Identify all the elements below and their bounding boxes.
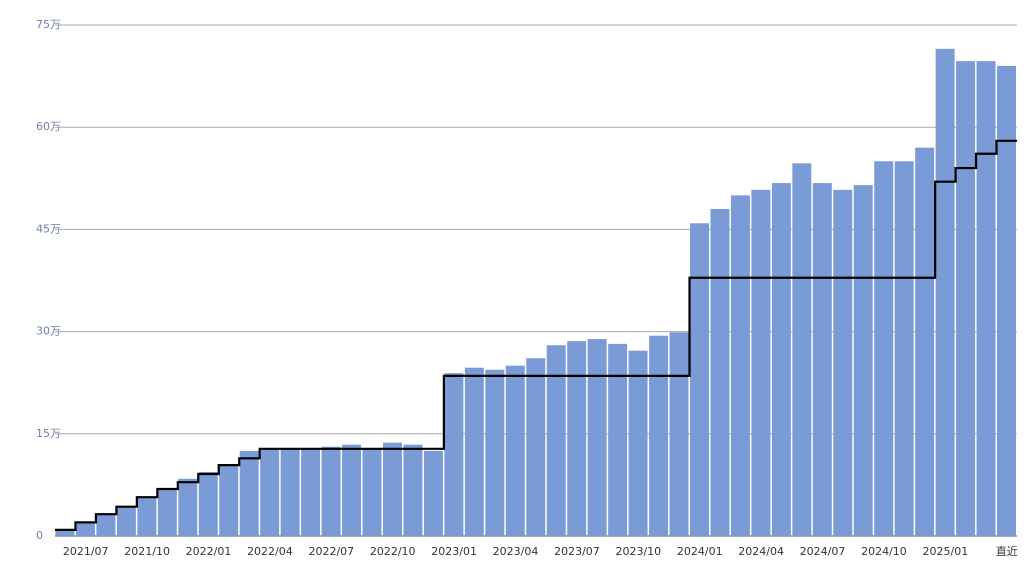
bar bbox=[55, 529, 75, 536]
bar bbox=[260, 448, 280, 536]
x-tick-label: 2023/04 bbox=[493, 545, 539, 558]
bar bbox=[771, 183, 791, 536]
bar bbox=[526, 358, 546, 536]
bar bbox=[628, 350, 648, 536]
bar bbox=[464, 367, 484, 536]
bar bbox=[997, 65, 1016, 536]
y-tick-label: 75万 bbox=[36, 18, 61, 31]
bar bbox=[546, 345, 566, 536]
bar bbox=[649, 335, 669, 536]
y-tick-label: 30万 bbox=[36, 325, 61, 338]
bar bbox=[403, 444, 423, 536]
bar bbox=[751, 189, 771, 536]
bar bbox=[874, 161, 894, 536]
bar bbox=[505, 365, 525, 536]
bar bbox=[75, 522, 95, 536]
bar bbox=[321, 446, 341, 536]
bar bbox=[382, 442, 402, 536]
bar bbox=[915, 147, 935, 536]
bar bbox=[157, 488, 177, 536]
x-tick-label: 2024/04 bbox=[738, 545, 784, 558]
x-tick-label: 直近 bbox=[996, 544, 1018, 558]
bar bbox=[219, 465, 239, 536]
x-tick-label: 2024/10 bbox=[861, 545, 907, 558]
bar bbox=[485, 369, 505, 536]
bar bbox=[96, 514, 116, 536]
bar bbox=[976, 61, 996, 537]
bar bbox=[444, 373, 464, 536]
bar bbox=[198, 471, 218, 536]
y-tick-label: 45万 bbox=[36, 222, 61, 235]
x-tick-label: 2022/07 bbox=[308, 545, 354, 558]
step-line bbox=[55, 139, 1017, 531]
x-tick-label: 2023/10 bbox=[615, 545, 661, 558]
y-tick-label: 0 bbox=[36, 529, 43, 542]
bar bbox=[690, 223, 709, 536]
bar bbox=[116, 506, 136, 536]
bar bbox=[178, 478, 198, 536]
x-tick-label: 2022/01 bbox=[186, 545, 232, 558]
bar bbox=[833, 189, 853, 536]
bar bbox=[956, 61, 976, 537]
bar bbox=[587, 339, 607, 536]
bar bbox=[362, 448, 382, 536]
bar bbox=[280, 448, 300, 536]
y-tick-label: 15万 bbox=[36, 427, 61, 440]
bar bbox=[730, 195, 750, 537]
x-tick-label: 2024/07 bbox=[800, 545, 846, 558]
x-tick-label: 2021/07 bbox=[63, 545, 109, 558]
bar bbox=[853, 185, 873, 536]
x-tick-label: 2022/10 bbox=[370, 545, 416, 558]
x-tick-label: 2023/07 bbox=[554, 545, 600, 558]
bar bbox=[423, 450, 443, 536]
bar bbox=[894, 161, 914, 536]
bar bbox=[567, 341, 587, 536]
bar bbox=[301, 448, 321, 536]
bar bbox=[239, 450, 259, 536]
x-tick-label: 2024/01 bbox=[677, 545, 723, 558]
x-tick-label: 2025/01 bbox=[923, 545, 969, 558]
y-tick-label: 60万 bbox=[36, 120, 61, 133]
x-tick-label: 2023/01 bbox=[431, 545, 477, 558]
bar bbox=[669, 332, 689, 536]
bar bbox=[935, 48, 955, 536]
x-tick-label: 2021/10 bbox=[124, 545, 170, 558]
x-tick-label: 2022/04 bbox=[247, 545, 293, 558]
bar bbox=[710, 208, 730, 536]
bar bbox=[608, 343, 628, 536]
bar bbox=[342, 444, 362, 536]
bar bbox=[812, 183, 832, 536]
bar bbox=[792, 163, 812, 536]
bar bbox=[137, 497, 157, 536]
